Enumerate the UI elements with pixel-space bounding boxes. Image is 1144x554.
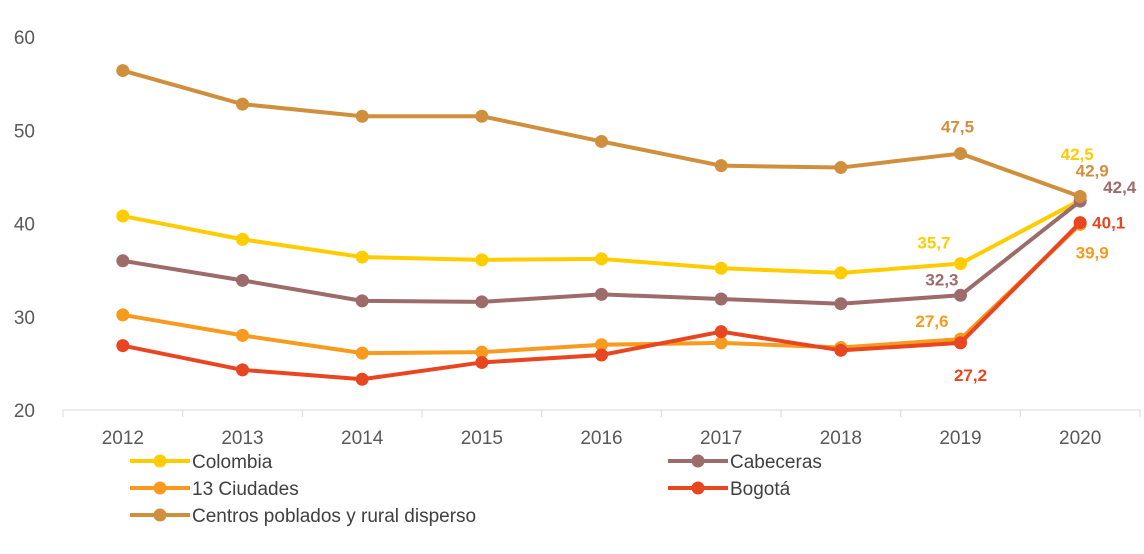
data-point [954,288,967,302]
data-label: 27,6 [915,312,948,331]
data-point [595,252,608,266]
legend-item: 13 Ciudades [130,479,299,500]
x-tick-label: 2020 [1059,428,1101,449]
data-label: 35,7 [917,234,950,253]
x-tick-label: 2012 [102,428,144,449]
legend-swatch-marker [691,454,705,468]
data-label: 40,1 [1092,214,1125,233]
data-labels: 35,7 42,5 32,3 42,4 27,6 39,9 27,2 40,1 47,5 42,9 [915,118,1136,385]
data-point [1073,216,1087,230]
series-3 [116,216,1087,386]
data-point [834,161,848,175]
legend-swatch-marker [153,508,167,522]
data-point [714,325,728,339]
legend-item: Cabeceras [668,452,822,473]
legend-swatch-marker [153,454,167,468]
data-label: 42,4 [1103,178,1137,197]
data-label: 39,9 [1076,243,1109,262]
x-tick-label: 2017 [700,428,742,449]
data-point [475,109,489,123]
data-point [1073,189,1087,203]
y-tick-label: 20 [14,401,35,422]
series-line [120,68,1083,199]
data-point [954,257,967,271]
legend-item: Bogotá [668,479,791,500]
legend-item: Colombia [130,452,273,473]
data-point [355,372,369,386]
data-point [954,147,967,161]
data-point [236,232,249,246]
data-point [236,97,249,111]
data-point [595,338,608,352]
series-0 [116,193,1087,280]
legend-item: Centros poblados y rural disperso [130,506,476,527]
data-point [834,343,848,357]
data-point [116,308,130,322]
data-point [954,336,967,350]
x-tick-label: 2018 [820,428,862,449]
x-tick-label: 2013 [221,428,263,449]
series-1 [116,194,1087,311]
data-point [595,134,608,148]
series-lines [116,64,1087,386]
series-4 [116,64,1087,203]
data-point [116,209,130,223]
legend-label: Cabeceras [730,452,822,473]
axes: 2012 2013 2014 2015 2016 2017 2018 2019 20202030… [14,28,1141,449]
data-point [714,159,728,173]
y-tick-label: 50 [14,121,35,142]
data-point [355,346,369,360]
x-tick-label: 2016 [580,428,622,449]
data-point [834,297,848,311]
legend: Colombia Cabeceras 13 Ciudades Bogotá Centro… [130,452,822,527]
series-2 [116,217,1087,360]
data-point [116,64,130,78]
data-point [714,292,728,306]
x-tick-label: 2019 [939,428,981,449]
data-point [714,261,728,275]
legend-swatch-marker [153,481,167,495]
y-tick-label: 60 [14,28,35,49]
data-point [236,273,249,287]
data-point [355,250,369,264]
data-label: 42,5 [1061,145,1094,164]
data-point [595,348,608,362]
data-label: 42,9 [1076,161,1109,180]
y-tick-label: 40 [14,215,35,236]
data-point [236,328,249,342]
data-point [236,363,249,377]
data-point [475,253,489,267]
data-point [595,287,608,301]
legend-label: Centros poblados y rural disperso [192,506,476,527]
data-point [116,339,130,353]
data-point [475,355,489,369]
y-tick-label: 30 [14,308,35,329]
x-tick-label: 2015 [461,428,503,449]
legend-swatch-marker [691,481,705,495]
data-point [475,345,489,359]
data-point [475,295,489,309]
legend-label: Colombia [192,452,273,473]
data-point [714,336,728,350]
legend-label: 13 Ciudades [192,479,299,500]
data-point [834,266,848,280]
data-point [116,254,130,268]
data-point [355,109,369,123]
data-label: 32,3 [925,270,958,289]
data-label: 47,5 [941,118,974,137]
legend-label: Bogotá [730,479,791,500]
data-point [355,294,369,308]
x-tick-label: 2014 [341,428,384,449]
data-label: 27,2 [954,366,987,385]
